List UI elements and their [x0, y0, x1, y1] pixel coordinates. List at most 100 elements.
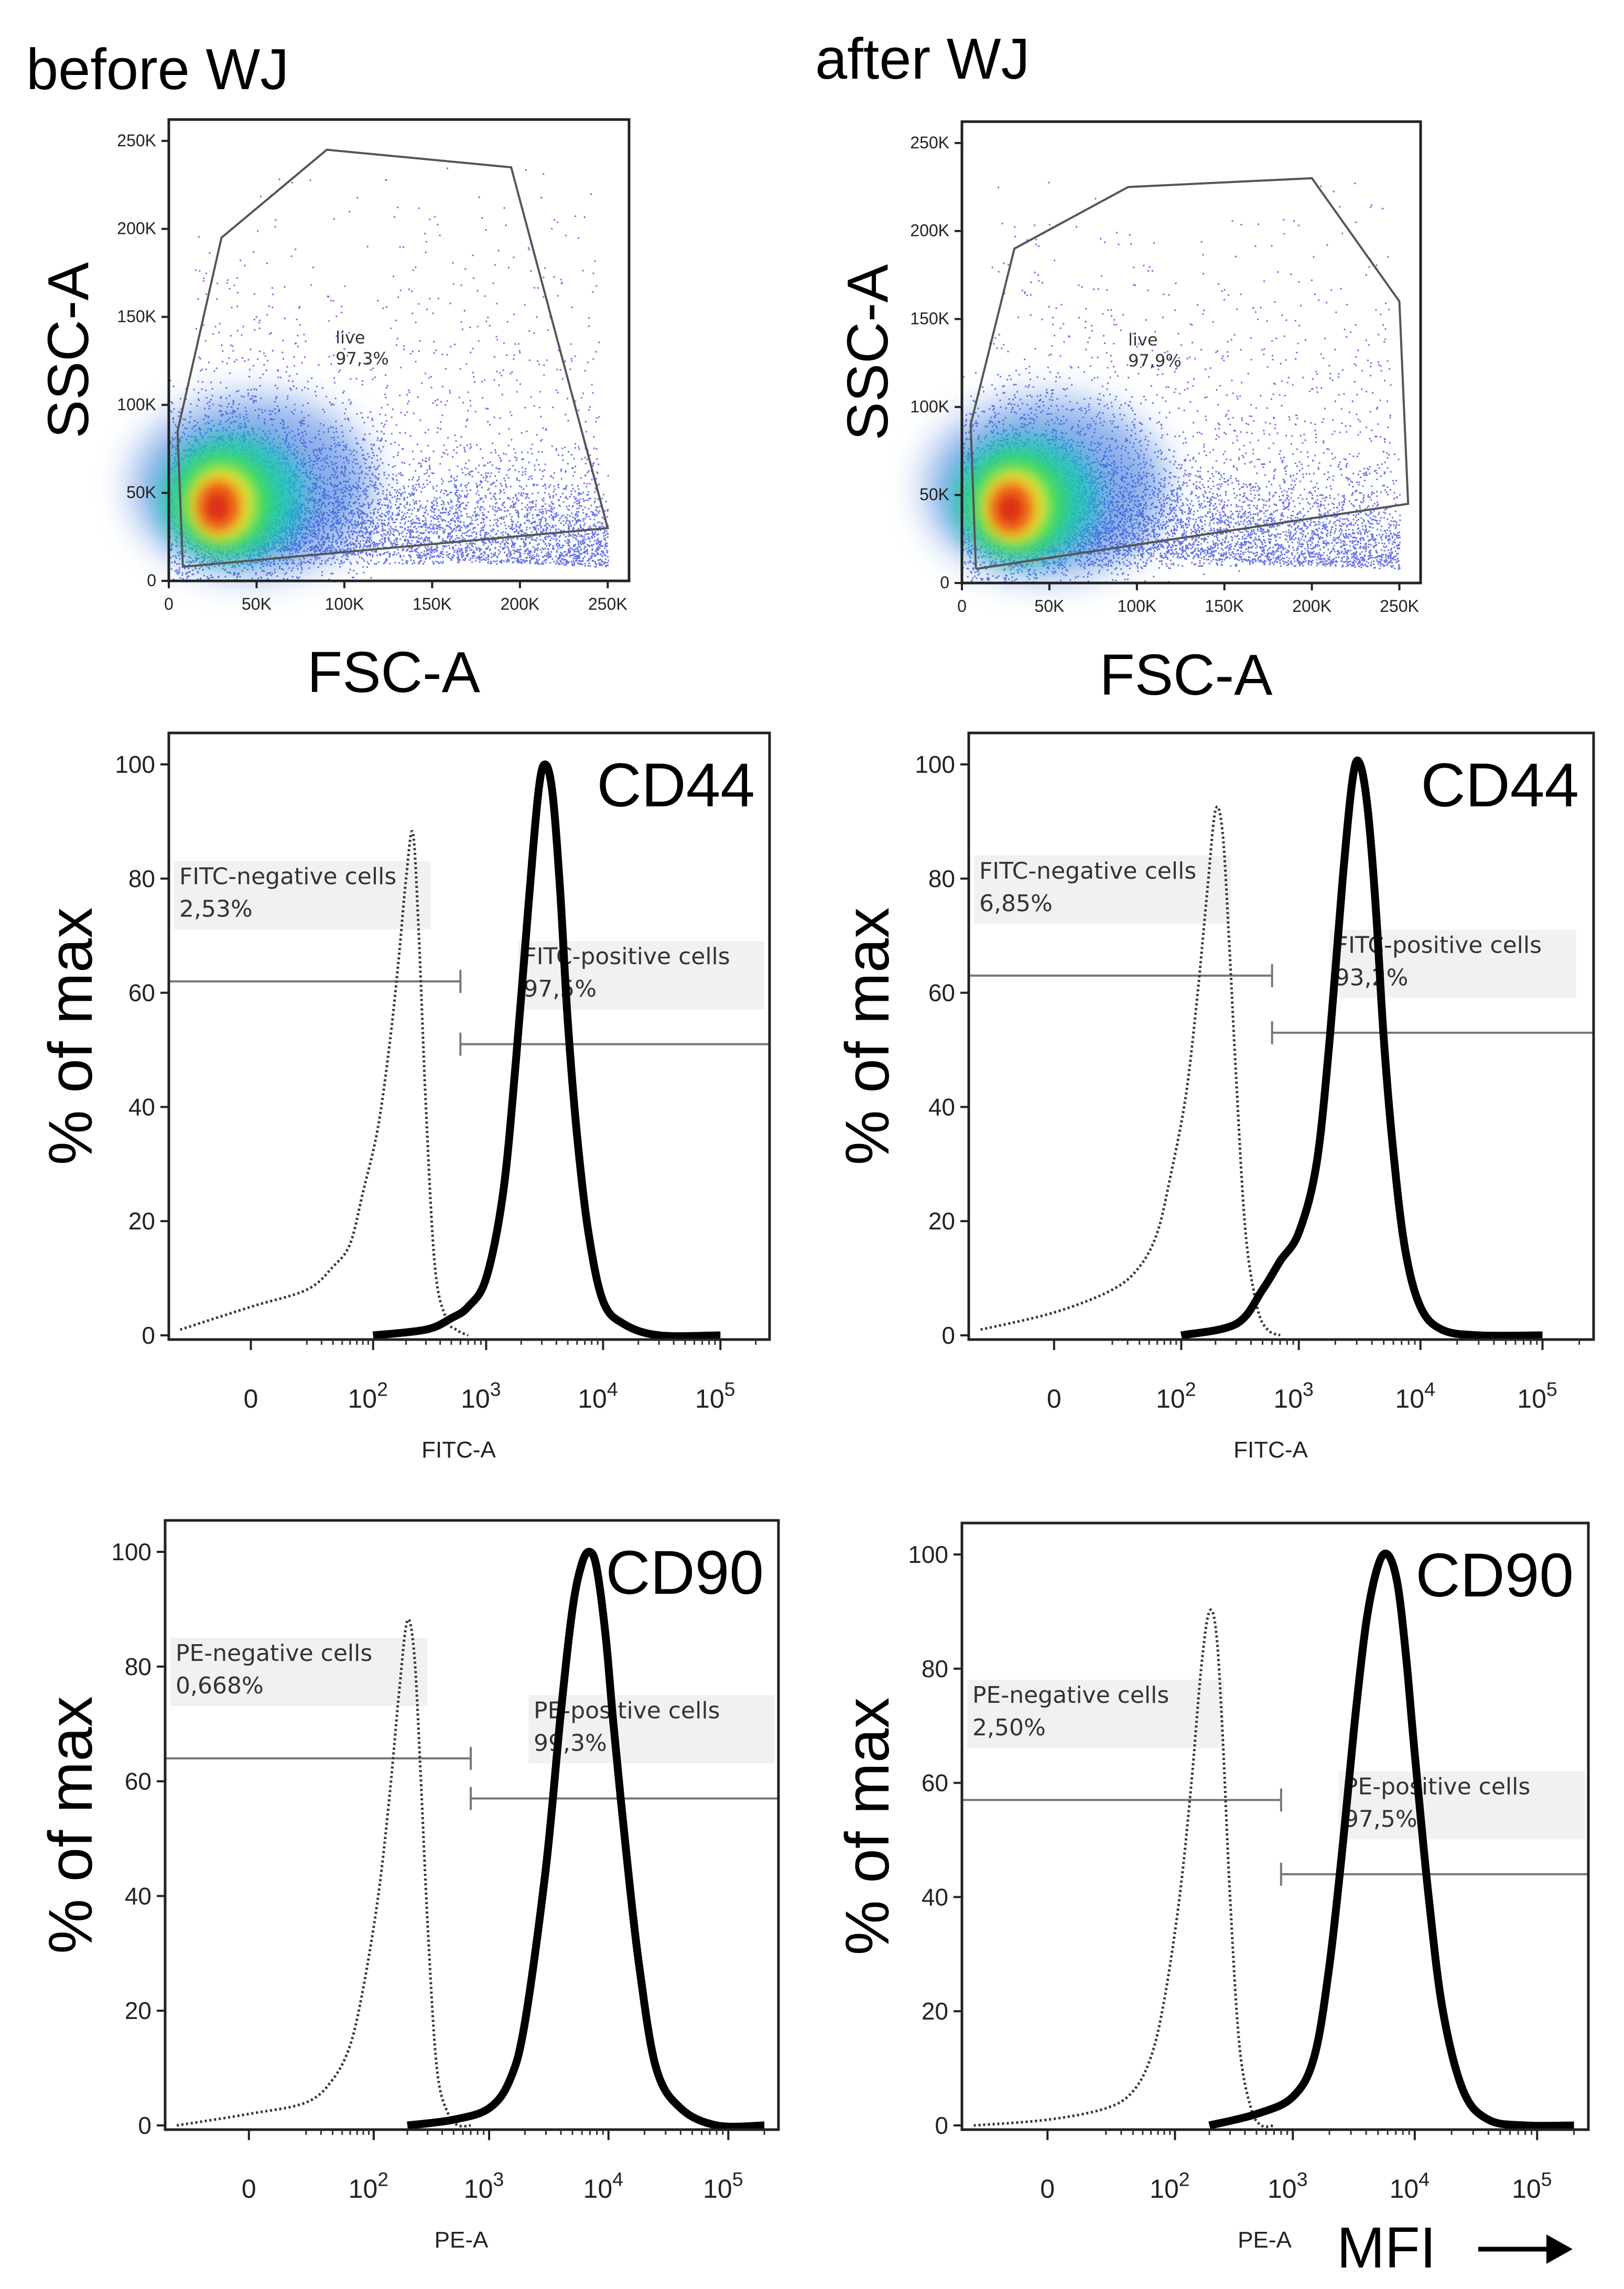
- y-tick-label: 100: [111, 1538, 151, 1565]
- marker-label: CD90: [1415, 1541, 1574, 1610]
- density-red: [205, 492, 229, 522]
- x-axis-label: FSC-A: [1100, 643, 1273, 707]
- x-tick-label: 104: [1390, 2168, 1430, 2204]
- gate-percent: 97,9%: [1128, 351, 1182, 371]
- x-tick-label: 0: [244, 1384, 258, 1413]
- column-title-before: before WJ: [26, 37, 289, 102]
- gate-name: FITC-positive cells: [1335, 932, 1542, 958]
- y-axis-label: SSC-A: [36, 262, 101, 438]
- gate-label-box: [174, 861, 431, 930]
- y-tick-label: 20: [128, 1207, 155, 1235]
- y-tick-label: 250K: [117, 131, 156, 150]
- gate-percent: 2,50%: [972, 1714, 1046, 1741]
- x-tick-label: 105: [1512, 2168, 1552, 2204]
- plot-frame: [167, 731, 771, 1341]
- y-tick-label: 100: [908, 1541, 948, 1568]
- gate-name: FITC-negative cells: [979, 858, 1196, 884]
- x-tick-label: 50K: [242, 595, 272, 613]
- gate-percent: 2,53%: [179, 896, 253, 923]
- y-tick-label: 40: [922, 1883, 948, 1910]
- positive-histogram-curve: [1208, 1549, 1574, 2130]
- x-tick-label: 105: [1517, 1378, 1557, 1414]
- positive-histogram-curve: [407, 1548, 765, 2131]
- gate-label-box: [170, 1637, 427, 1706]
- gate-name: FITC-positive cells: [523, 943, 730, 970]
- x-tick-label: 0: [1040, 2174, 1055, 2204]
- gate-percent: 0,668%: [176, 1672, 264, 1699]
- y-tick-label: 20: [922, 1998, 948, 2025]
- x-tick-label: 0: [957, 597, 967, 616]
- y-tick-label: 100: [915, 751, 955, 778]
- x-tick-label: 105: [703, 2168, 743, 2204]
- gate-name: PE-negative cells: [972, 1682, 1169, 1709]
- x-tick-label: 102: [1156, 1378, 1196, 1414]
- positive-histogram-curve: [1180, 757, 1543, 1340]
- histogram-cd90-after: PE-negative cells 2,50% PE-positive cells 9…: [833, 1521, 1590, 2253]
- x-tick-label: 103: [464, 2168, 504, 2204]
- plot-frame: [164, 1519, 780, 2131]
- x-tick-label: 104: [1395, 1378, 1435, 1414]
- y-tick-label: 0: [941, 1322, 955, 1349]
- y-axis-label: % of max: [36, 1696, 105, 1954]
- histogram-cd44-before: FITC-negative cells 2,53% FITC-positive ce…: [36, 731, 771, 1463]
- x-tick-label: 200K: [1292, 597, 1331, 616]
- gate-polygon: [969, 177, 1410, 570]
- x-tick-label: 250K: [1380, 597, 1419, 616]
- gate-label-box: [518, 941, 765, 1010]
- gate-name: FITC-negative cells: [179, 863, 396, 890]
- gate-name: PE-positive cells: [1344, 1773, 1530, 1800]
- positive-histogram-curve: [372, 760, 721, 1341]
- gate-percent: 97,5%: [1344, 1806, 1417, 1832]
- y-tick-label: 50K: [919, 485, 949, 504]
- x-axis-label: PE-A: [1238, 2227, 1292, 2253]
- gate-label-box: [974, 855, 1231, 924]
- gate-percent: 6,85%: [979, 890, 1053, 917]
- y-tick-label: 100: [115, 751, 155, 778]
- x-tick-label: 103: [461, 1378, 501, 1414]
- plot-area: [165, 1520, 778, 2130]
- x-tick-label: 105: [695, 1378, 735, 1414]
- y-tick-label: 0: [935, 2112, 948, 2139]
- y-tick-label: 60: [125, 1768, 151, 1795]
- y-tick-label: 40: [125, 1882, 151, 1909]
- y-axis-label: SSC-A: [836, 264, 900, 440]
- x-tick-label: 104: [578, 1378, 618, 1414]
- plot-frame: [960, 120, 1422, 585]
- gate-percent: 97,3%: [335, 349, 389, 369]
- plot-area: [969, 733, 1594, 1340]
- y-tick-label: 0: [147, 571, 156, 590]
- y-tick-label: 80: [922, 1655, 948, 1682]
- y-tick-label: 100K: [910, 397, 949, 416]
- gate-label-box: [1338, 1771, 1585, 1840]
- y-tick-label: 60: [922, 1769, 948, 1797]
- x-tick-label: 200K: [500, 595, 539, 613]
- y-axis-label: % of max: [833, 1698, 902, 1956]
- plot-frame: [167, 118, 631, 582]
- y-tick-label: 60: [128, 979, 155, 1007]
- x-tick-label: 104: [583, 2168, 623, 2204]
- negative-histogram-curve: [176, 1618, 471, 2128]
- y-tick-label: 200K: [910, 221, 949, 240]
- gate-percent: 99,3%: [534, 1730, 607, 1756]
- y-tick-label: 80: [928, 865, 955, 892]
- y-tick-label: 0: [138, 2112, 151, 2139]
- negative-histogram-curve: [980, 805, 1281, 1337]
- x-tick-label: 100K: [325, 595, 364, 613]
- x-axis-label: FSC-A: [307, 640, 481, 705]
- gate-percent: 97,5%: [523, 976, 597, 1002]
- y-tick-label: 80: [128, 865, 155, 892]
- negative-histogram-curve: [973, 1608, 1274, 2128]
- x-tick-label: 250K: [588, 595, 627, 613]
- event-dots: [962, 181, 1401, 585]
- marker-label: CD44: [1421, 751, 1579, 820]
- y-tick-label: 40: [928, 1093, 955, 1120]
- y-tick-label: 100K: [117, 395, 156, 414]
- y-tick-label: 20: [928, 1207, 955, 1235]
- density-red: [999, 494, 1022, 524]
- gate-label-box: [967, 1680, 1224, 1748]
- y-tick-label: 150K: [117, 307, 156, 326]
- x-axis-label: FITC-A: [421, 1437, 496, 1463]
- gate-percent: 93,2%: [1335, 964, 1409, 991]
